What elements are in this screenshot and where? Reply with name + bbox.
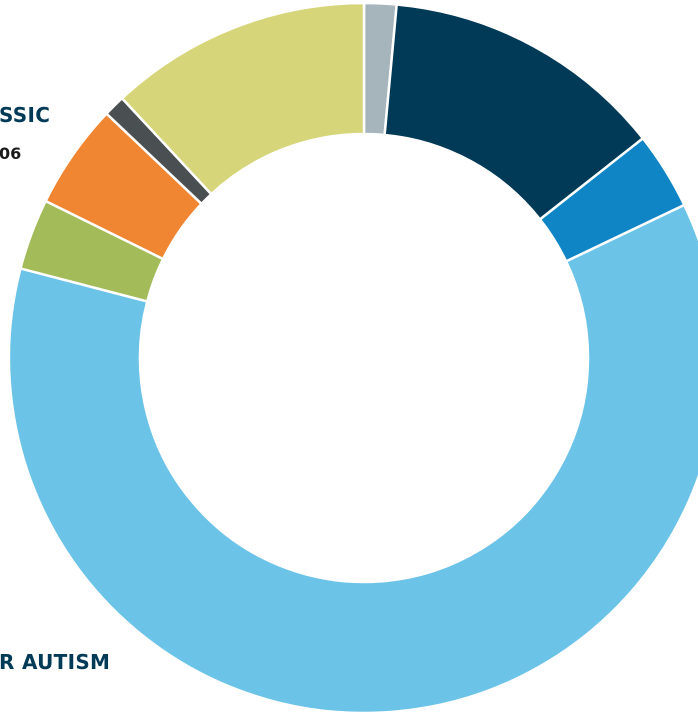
label-autism-title: R AUTISM xyxy=(0,650,111,674)
label-classic-title: SSIC xyxy=(0,103,51,127)
label-classic-value: 06 xyxy=(0,144,22,163)
donut-slice-7 xyxy=(120,1,366,196)
donut-slice-3 xyxy=(7,203,698,712)
